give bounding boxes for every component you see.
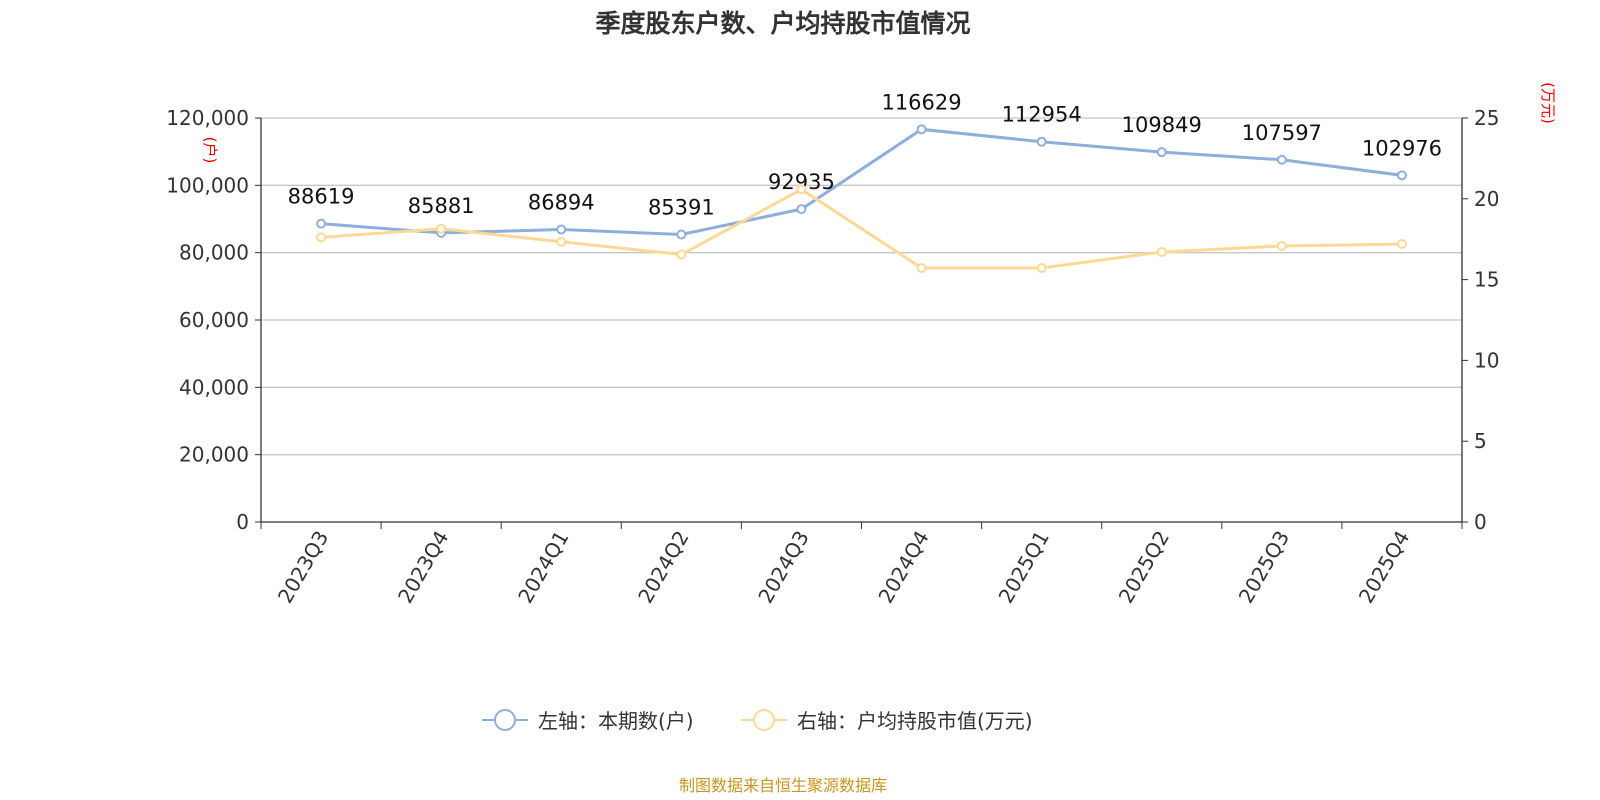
data-point: [676, 249, 687, 260]
data-point: [676, 229, 687, 240]
data-point: [1156, 246, 1167, 257]
data-point: [796, 184, 807, 195]
left-axis-tick-label: 120,000: [166, 106, 249, 130]
data-label: 107597: [1242, 121, 1322, 145]
x-axis-tick-label: 2024Q2: [633, 527, 693, 608]
legend-label: 右轴：户均持股市值(万元): [797, 709, 1033, 733]
legend-item-right[interactable]: 右轴：户均持股市值(万元): [741, 709, 1033, 733]
legend-label: 左轴：本期数(户): [538, 709, 694, 733]
right-axis-tick-label: 25: [1474, 106, 1499, 130]
data-point: [556, 224, 567, 235]
right-axis-tick-label: 5: [1474, 429, 1487, 453]
left-axis-unit: (户): [201, 137, 219, 164]
legend-item-left[interactable]: 左轴：本期数(户): [482, 709, 694, 733]
x-axis-tick-label: 2025Q1: [994, 527, 1054, 608]
x-axis-tick-label: 2023Q3: [273, 527, 333, 608]
x-axis-tick-label: 2024Q3: [753, 527, 813, 608]
chart-title: 季度股东户数、户均持股市值情况: [595, 9, 970, 38]
series-line-left: [320, 127, 1403, 237]
data-point: [1276, 154, 1287, 165]
data-point: [916, 262, 927, 273]
left-axis-tick-label: 20,000: [179, 443, 249, 467]
data-point: [1156, 147, 1167, 158]
right-axis-unit: (万元): [1539, 82, 1557, 124]
left-axis-tick-label: 0: [236, 510, 249, 534]
data-label: 102976: [1362, 136, 1442, 160]
data-point: [1396, 170, 1407, 181]
left-axis-tick-label: 80,000: [179, 241, 249, 265]
data-label: 112954: [1002, 103, 1082, 127]
data-label: 85391: [648, 196, 715, 220]
right-axis-tick-label: 0: [1474, 510, 1487, 534]
data-point: [556, 236, 567, 247]
data-point: [1036, 262, 1047, 273]
x-axis-tick-label: 2024Q4: [873, 527, 933, 608]
left-axis-tick-label: 60,000: [179, 308, 249, 332]
data-point: [796, 204, 807, 215]
data-point: [1396, 239, 1407, 250]
data-label: 116629: [881, 90, 961, 114]
data-point: [916, 124, 927, 135]
data-label: 86894: [528, 190, 595, 214]
legend-circle-icon: [494, 709, 516, 731]
left-axis-tick-label: 100,000: [166, 173, 249, 197]
legend-circle-icon: [753, 709, 775, 731]
x-axis-tick-label: 2025Q4: [1354, 527, 1414, 608]
x-axis-tick-label: 2025Q3: [1234, 527, 1294, 608]
left-axis-tick-label: 40,000: [179, 375, 249, 399]
data-label: 88619: [288, 185, 355, 209]
data-point: [1036, 136, 1047, 147]
x-axis-tick-label: 2025Q2: [1114, 527, 1174, 608]
right-axis-tick-label: 20: [1474, 187, 1499, 211]
series-line-right: [320, 187, 1402, 270]
data-label: 85881: [408, 194, 475, 218]
data-point: [1276, 240, 1287, 251]
data-point: [316, 232, 327, 243]
source-note: 制图数据来自恒生聚源数据库: [679, 776, 887, 795]
right-axis-tick-label: 15: [1474, 268, 1499, 292]
data-point: [316, 218, 327, 229]
data-point: [436, 223, 447, 234]
x-axis-tick-label: 2023Q4: [393, 527, 453, 608]
data-label: 109849: [1122, 113, 1202, 137]
x-axis-tick-label: 2024Q1: [513, 527, 573, 608]
right-axis-tick-label: 10: [1474, 348, 1499, 372]
